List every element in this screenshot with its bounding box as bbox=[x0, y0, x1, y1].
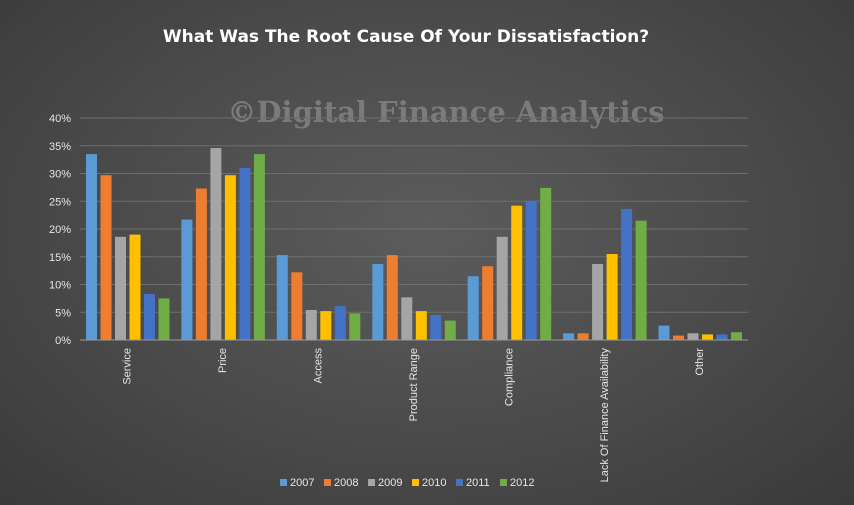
bar-2012 bbox=[253, 154, 265, 340]
category-label: Compliance bbox=[503, 348, 515, 406]
bar-2009 bbox=[496, 236, 508, 340]
category-label: Product Range bbox=[408, 348, 420, 421]
legend-label: 2012 bbox=[510, 477, 534, 489]
watermark-text: ©Digital Finance Analytics bbox=[227, 95, 664, 129]
category-label: Service bbox=[122, 348, 134, 385]
legend-swatch bbox=[412, 479, 419, 486]
bar-2007 bbox=[276, 255, 288, 340]
bar-2011 bbox=[716, 334, 728, 340]
bar-2012 bbox=[635, 220, 647, 340]
y-axis-tick-labels: 0% 5% 10% 15% 20% 25% 30% 35% 40% bbox=[49, 113, 71, 347]
bar-2007 bbox=[181, 219, 193, 340]
bar-2009 bbox=[115, 236, 126, 340]
legend-swatch bbox=[456, 479, 463, 486]
y-tick-label: 0% bbox=[55, 335, 71, 347]
bar-2007 bbox=[563, 333, 575, 340]
bar-2007 bbox=[86, 154, 97, 340]
bar-2007 bbox=[467, 276, 479, 340]
y-tick-label: 15% bbox=[49, 252, 71, 264]
legend-label: 2010 bbox=[422, 477, 446, 489]
legend-label: 2008 bbox=[334, 477, 358, 489]
bars bbox=[86, 148, 742, 340]
bar-2008 bbox=[482, 266, 494, 340]
category-label: Access bbox=[313, 348, 325, 384]
bar-2008 bbox=[386, 255, 398, 340]
bar-2009 bbox=[687, 333, 699, 340]
legend-label: 2007 bbox=[290, 477, 314, 489]
y-tick-label: 10% bbox=[49, 280, 71, 292]
category-label: Lack Of Finance Availability bbox=[599, 348, 611, 483]
y-tick-label: 20% bbox=[49, 224, 71, 236]
y-tick-label: 40% bbox=[49, 113, 71, 125]
bar-2012 bbox=[158, 298, 170, 340]
bar-2011 bbox=[525, 200, 537, 340]
y-tick-label: 25% bbox=[49, 196, 71, 208]
y-tick-label: 35% bbox=[49, 141, 71, 153]
legend-label: 2009 bbox=[378, 477, 402, 489]
bar-2012 bbox=[540, 187, 552, 340]
category-label: Other bbox=[694, 348, 706, 376]
bar-2010 bbox=[702, 334, 713, 340]
bar-2010 bbox=[129, 234, 141, 340]
legend-label: 2011 bbox=[466, 477, 490, 489]
bar-2008 bbox=[577, 333, 589, 340]
bar-2010 bbox=[606, 254, 618, 340]
bar-2011 bbox=[144, 293, 155, 340]
legend-swatch bbox=[324, 479, 331, 486]
bar-2008 bbox=[673, 335, 684, 340]
chart-title: What Was The Root Cause Of Your Dissatis… bbox=[163, 27, 649, 47]
bar-2010 bbox=[320, 311, 332, 340]
bar-2010 bbox=[415, 311, 427, 340]
legend-swatch bbox=[500, 479, 507, 486]
legend: 2007 2008 2009 2010 2011 2012 bbox=[280, 477, 534, 489]
category-labels: Service Price Access Product Range Complianc… bbox=[122, 348, 707, 483]
legend-swatch bbox=[368, 479, 375, 486]
bar-2009 bbox=[401, 297, 413, 340]
bar-2008 bbox=[195, 188, 207, 340]
bar-2011 bbox=[430, 315, 442, 340]
bar-2011 bbox=[239, 167, 251, 340]
bar-2012 bbox=[731, 332, 742, 340]
bar-2011 bbox=[334, 306, 346, 340]
bar-2007 bbox=[658, 325, 670, 340]
gridlines bbox=[80, 117, 748, 313]
bar-2010 bbox=[224, 175, 236, 340]
bar-2007 bbox=[372, 264, 384, 340]
bar-2009 bbox=[305, 310, 317, 340]
bar-2008 bbox=[100, 175, 112, 340]
legend-swatch bbox=[280, 479, 287, 486]
bar-2009 bbox=[592, 264, 604, 340]
bar-2008 bbox=[291, 272, 303, 340]
category-label: Price bbox=[217, 348, 229, 373]
bar-2009 bbox=[210, 148, 222, 340]
bar-2012 bbox=[444, 320, 456, 340]
y-tick-label: 5% bbox=[55, 307, 71, 319]
bar-2010 bbox=[511, 205, 523, 340]
bar-2012 bbox=[349, 313, 361, 340]
y-tick-label: 30% bbox=[49, 169, 71, 181]
bar-2011 bbox=[621, 209, 633, 340]
